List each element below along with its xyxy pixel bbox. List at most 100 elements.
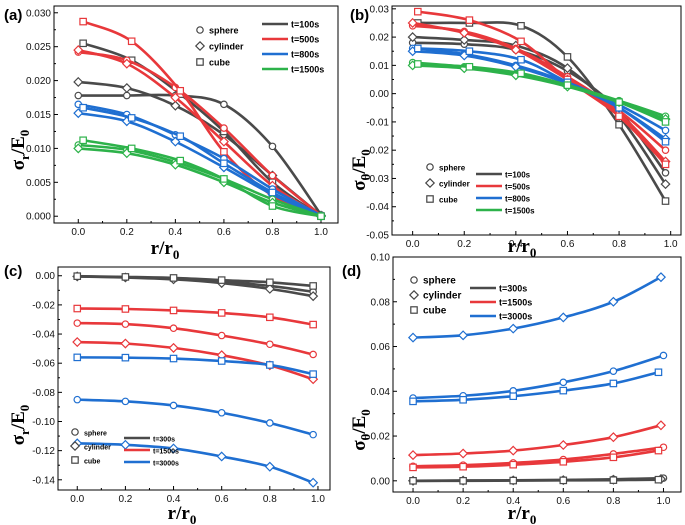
data-point [608,296,619,307]
data-point [220,124,228,132]
data-point [266,313,274,322]
x-tick-label: 0.4 [168,227,182,238]
data-point [563,53,572,61]
y-tick-label: 0.00 [371,476,391,487]
legend-label: cylinder [439,180,470,189]
data-point [216,451,227,462]
data-point [615,112,623,121]
legend-label: t=100s [291,20,319,30]
data-point [609,379,618,388]
data-point [168,342,179,353]
x-tick-label: 1.0 [664,239,678,250]
plot-frame [391,5,682,236]
legend-label: t=1500s [153,449,179,456]
legend-label: t=3000s [499,312,532,322]
data-point [169,324,178,333]
legend-label: cube [209,58,230,68]
data-point [73,76,84,87]
data-point [655,272,667,283]
data-point [309,320,317,329]
y-tick-label: 0.000 [26,212,51,223]
legend-label: t=1500s [291,65,324,75]
data-point [517,55,525,64]
legend-label: t=1500s [499,298,532,308]
data-point [73,143,84,154]
y-tick-label: -0.02 [32,300,55,311]
data-point [414,60,422,68]
data-point [309,370,317,378]
data-point [264,461,275,472]
data-point [218,136,229,147]
x-tick-label: 0.8 [612,239,626,250]
series-line [75,442,315,485]
data-point [661,146,670,154]
data-point [509,460,518,469]
x-tick-label: 1.0 [311,494,325,505]
data-point [79,136,87,145]
data-point [73,108,84,119]
x-tick-label: 0.0 [406,496,420,507]
data-point [562,63,573,74]
data-point [309,282,317,290]
x-tick-label: 0.6 [215,494,229,505]
y-tick-label: -0.02 [366,146,389,157]
data-point [121,273,130,281]
data-point [127,114,136,122]
data-point [73,272,82,280]
y-tick-label: -0.12 [32,446,55,457]
legend-label: cube [84,459,100,466]
data-point [559,386,568,395]
data-point [458,330,469,341]
x-tick-label: 0.0 [71,227,85,238]
legend-label: sphere [209,26,239,36]
data-point [661,126,670,135]
data-point [121,397,130,406]
data-point [615,120,623,129]
data-point [127,37,136,46]
legend-marker [69,440,81,452]
x-tick-label: 0.8 [263,494,277,505]
y-tick-label: 0.010 [26,144,51,155]
x-axis-title: r/r0 [508,236,537,260]
legend-marker [408,289,420,301]
data-point [508,445,519,456]
plot-frame [57,266,331,491]
y-tick-label: -0.10 [32,417,55,428]
data-point [220,159,228,168]
data-point [459,462,467,471]
y-tick-label: -0.08 [32,388,55,399]
panel-d: (d) 0.0 0.2 0.4 0.6 0.8 1.0 0.00 0.02 0.04 0.06 0.0… [342,253,682,525]
data-point [609,476,618,484]
data-point [169,274,178,282]
plot-frame [392,256,682,493]
x-axis-title: r/r0 [151,238,180,262]
legend-label: cylinder [209,42,244,52]
x-tick-label: 1.0 [314,227,328,238]
series-line [75,307,315,326]
data-point [73,319,82,327]
data-point [654,446,663,455]
y-tick-label: 0.02 [370,33,390,44]
data-point [72,337,83,348]
data-point [563,81,572,89]
y-tick-label: 0.06 [371,342,391,353]
series-line [411,370,660,403]
data-point [608,432,619,443]
data-point [121,58,132,69]
y-axis-title: σθ/E0 [349,409,373,451]
legend-label: t=500s [291,35,319,45]
data-point [661,169,670,177]
data-point [121,320,130,328]
y-tick-label: -0.04 [366,202,389,213]
panel-label: (a) [4,7,22,24]
data-point [217,331,226,340]
data-point [655,420,667,431]
data-point [409,397,417,406]
y-tick-label: 0.04 [371,387,391,398]
y-tick-label: -0.06 [32,359,55,370]
data-point [661,197,670,205]
data-point [121,305,130,313]
data-point [309,430,317,439]
legend-marker [71,428,79,436]
